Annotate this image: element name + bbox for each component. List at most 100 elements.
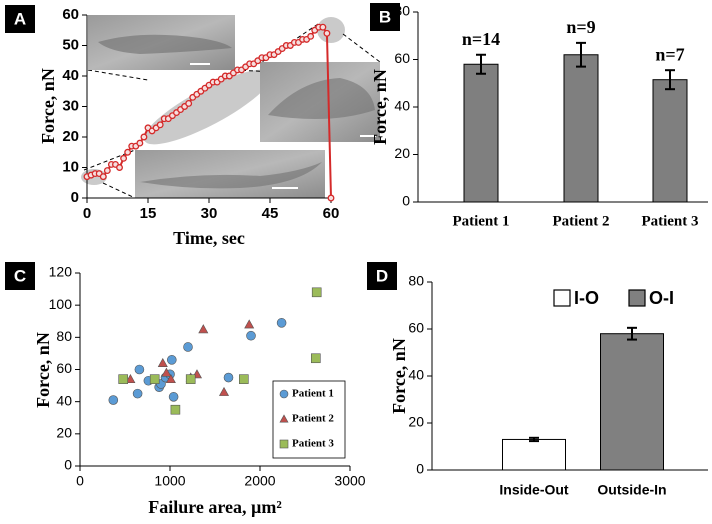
data-point: [161, 367, 172, 377]
y-tick-label: 80: [56, 328, 72, 344]
y-tick-label: 60: [408, 320, 424, 336]
x-tick-label: 60: [323, 205, 340, 222]
x-tick-label: 1000: [154, 473, 185, 489]
x-tick-label: Inside-Out: [499, 482, 569, 498]
error-bar: [476, 53, 486, 75]
y-axis-title: Force, nN: [38, 68, 58, 144]
y-tick-label: 20: [62, 128, 79, 145]
x-tick-label: 0: [83, 205, 91, 222]
error-bar: [576, 41, 586, 68]
y-tick-label: 10: [62, 158, 79, 175]
annotation: n=7: [655, 44, 684, 64]
legend-marker: [279, 439, 289, 449]
y-tick-label: 30: [62, 97, 79, 114]
bar: [563, 54, 599, 203]
x-tick-label: 30: [201, 205, 218, 222]
y-axis-title: Force, nN: [389, 338, 409, 414]
y-tick-label: 120: [49, 264, 73, 280]
data-point: [140, 133, 148, 141]
x-tick-label: 45: [262, 205, 279, 222]
x-axis-title: Time, sec: [173, 228, 245, 248]
data-point: [310, 353, 321, 364]
y-tick-label: 60: [56, 360, 72, 376]
panel-label-box: [5, 5, 35, 33]
y-tick-label: 80: [408, 273, 424, 289]
data-point: [118, 374, 128, 384]
y-tick-label: 60: [394, 50, 410, 66]
annotation: n=14: [462, 29, 500, 49]
y-tick-label: 80: [394, 3, 410, 19]
y-axis-title: Force, nN: [370, 69, 390, 145]
data-point: [108, 395, 119, 405]
legend-label: I-O: [574, 288, 599, 308]
legend-swatch: [628, 289, 646, 307]
data-point: [149, 374, 160, 384]
y-tick-label: 40: [394, 98, 410, 114]
x-tick-label: 0: [76, 473, 84, 489]
y-tick-label: 20: [56, 425, 72, 441]
x-tick-label: Patient 3: [641, 213, 698, 229]
y-tick-label: 20: [408, 414, 424, 430]
legend-marker: [279, 389, 289, 399]
panel-label: D: [376, 266, 388, 285]
data-point: [239, 374, 249, 384]
x-tick-label: Patient 2: [552, 213, 609, 229]
y-tick-label: 20: [394, 145, 410, 161]
data-point: [103, 167, 111, 174]
x-tick-label: Outside-In: [597, 482, 666, 498]
legend-label: O-I: [649, 288, 674, 308]
data-point: [168, 392, 179, 402]
data-point: [132, 388, 143, 399]
error-bar: [665, 69, 675, 91]
data-point: [327, 194, 335, 202]
error-bar: [529, 436, 539, 443]
panel-label: A: [14, 9, 26, 28]
bar: [600, 333, 664, 471]
legend-marker: [279, 414, 289, 423]
data-point: [136, 139, 144, 147]
data-point: [244, 319, 255, 329]
panel-label: C: [14, 266, 26, 285]
data-point: [156, 121, 164, 129]
y-tick-label: 0: [64, 457, 72, 473]
data-point: [276, 318, 287, 328]
y-tick-label: 40: [56, 392, 72, 408]
y-tick-label: 60: [62, 6, 79, 23]
y-tick-label: 100: [49, 296, 73, 312]
data-point: [170, 404, 181, 415]
bar: [463, 63, 499, 203]
bar: [502, 438, 566, 471]
data-point: [125, 374, 136, 384]
data-point: [185, 374, 196, 384]
y-tick-label: 40: [62, 67, 79, 84]
data-point: [223, 372, 234, 383]
data-point: [218, 386, 230, 396]
legend-swatch: [553, 289, 571, 307]
data-point: [307, 32, 315, 40]
y-tick-label: 0: [402, 193, 410, 209]
y-tick-label: 0: [416, 461, 424, 477]
x-tick-label: 15: [140, 205, 157, 222]
micrographs: [88, 15, 380, 198]
data-point: [120, 154, 128, 162]
data-point: [99, 173, 107, 181]
legend-label: Patient 2: [292, 413, 334, 425]
data-point: [198, 324, 209, 334]
data-point: [165, 374, 176, 384]
y-tick-label: 50: [62, 36, 79, 53]
y-tick-label: 40: [408, 367, 424, 383]
panel-label-box: [370, 3, 400, 31]
data-point: [185, 99, 193, 107]
data-point: [157, 357, 168, 367]
error-bar: [627, 326, 637, 341]
y-axis-title: Force, nN: [33, 332, 53, 408]
x-tick-label: 2000: [244, 473, 275, 489]
data-point: [124, 148, 132, 156]
panel-label-box: [367, 262, 397, 290]
data-point: [323, 29, 331, 37]
legend-label: Patient 3: [292, 438, 334, 450]
data-point: [134, 364, 145, 375]
data-point: [183, 342, 193, 352]
data-point: [167, 355, 177, 365]
